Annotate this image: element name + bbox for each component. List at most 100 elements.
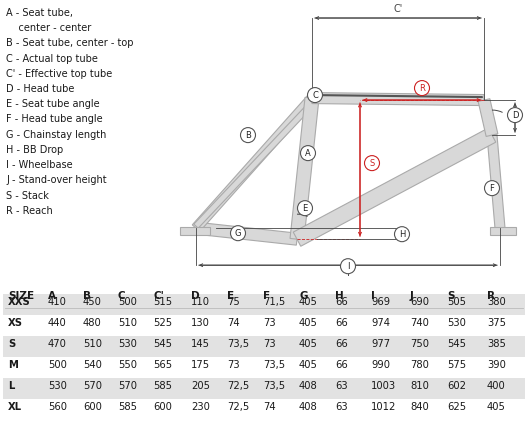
Text: C: C [118, 291, 126, 301]
Circle shape [300, 145, 316, 161]
Text: F - Head tube angle: F - Head tube angle [6, 115, 102, 124]
Text: C: C [312, 91, 318, 99]
Text: 66: 66 [335, 360, 348, 370]
Text: 525: 525 [153, 318, 172, 328]
Text: 470: 470 [48, 339, 67, 349]
Text: A: A [305, 149, 311, 157]
Text: 73,5: 73,5 [263, 381, 285, 391]
Polygon shape [290, 97, 319, 240]
Text: 450: 450 [83, 297, 102, 307]
Text: D: D [512, 111, 518, 120]
Text: 750: 750 [410, 339, 429, 349]
Text: 545: 545 [447, 339, 466, 349]
Text: I: I [371, 291, 375, 301]
Circle shape [414, 81, 429, 95]
Text: M: M [8, 360, 18, 370]
Text: 408: 408 [299, 402, 318, 412]
Polygon shape [194, 93, 322, 228]
Text: 74: 74 [263, 402, 276, 412]
Text: XS: XS [8, 318, 23, 328]
Text: 510: 510 [118, 318, 137, 328]
Text: 145: 145 [191, 339, 210, 349]
Text: SIZE: SIZE [8, 291, 34, 301]
Text: 72,5: 72,5 [227, 402, 249, 412]
Text: G: G [235, 229, 241, 238]
Text: I: I [347, 262, 349, 271]
Text: 73,5: 73,5 [263, 360, 285, 370]
Text: B: B [83, 291, 91, 301]
Text: 690: 690 [410, 297, 429, 307]
Text: 380: 380 [487, 297, 506, 307]
Text: XXS: XXS [8, 297, 31, 307]
Text: A: A [48, 291, 56, 301]
Text: J - Stand-over height: J - Stand-over height [6, 175, 107, 186]
Text: 602: 602 [447, 381, 466, 391]
Text: I: I [346, 268, 350, 278]
Text: 230: 230 [191, 402, 210, 412]
Polygon shape [490, 227, 516, 235]
Text: 969: 969 [371, 297, 390, 307]
Text: F: F [263, 291, 270, 301]
Text: H: H [399, 230, 405, 239]
Text: 480: 480 [83, 318, 102, 328]
Text: 565: 565 [153, 360, 172, 370]
Text: S - Stack: S - Stack [6, 190, 49, 201]
Text: 530: 530 [48, 381, 67, 391]
Text: 385: 385 [487, 339, 506, 349]
Text: 400: 400 [487, 381, 506, 391]
Text: G: G [299, 291, 307, 301]
Text: 375: 375 [487, 318, 506, 328]
Text: 600: 600 [83, 402, 102, 412]
Text: 740: 740 [410, 318, 429, 328]
Text: 977: 977 [371, 339, 390, 349]
Text: 990: 990 [371, 360, 390, 370]
Text: R: R [487, 291, 495, 301]
Text: 73: 73 [227, 360, 240, 370]
Text: F: F [489, 184, 494, 193]
Text: S: S [447, 291, 455, 301]
Polygon shape [192, 95, 316, 231]
Text: C': C' [393, 4, 403, 14]
Text: S: S [370, 159, 375, 168]
Bar [3, 336, 525, 357]
Text: 560: 560 [48, 402, 67, 412]
Text: XL: XL [8, 402, 22, 412]
Text: 405: 405 [299, 297, 318, 307]
Text: 205: 205 [191, 381, 210, 391]
Text: 530: 530 [118, 339, 137, 349]
Text: C': C' [153, 291, 164, 301]
Polygon shape [478, 99, 498, 136]
Text: 405: 405 [299, 360, 318, 370]
Text: 405: 405 [299, 318, 318, 328]
Bar [3, 378, 525, 399]
Text: J: J [410, 291, 414, 301]
Text: center - center: center - center [6, 23, 91, 33]
Text: 72,5: 72,5 [227, 381, 249, 391]
Circle shape [231, 226, 246, 241]
Polygon shape [312, 93, 484, 106]
Text: 66: 66 [335, 318, 348, 328]
Text: I - Wheelbase: I - Wheelbase [6, 160, 73, 170]
Circle shape [341, 259, 355, 274]
Polygon shape [293, 128, 496, 246]
Text: 625: 625 [447, 402, 466, 412]
Text: 545: 545 [153, 339, 172, 349]
Text: 550: 550 [118, 360, 137, 370]
Text: L: L [8, 381, 14, 391]
Text: 515: 515 [153, 297, 172, 307]
Text: 74: 74 [227, 318, 240, 328]
Text: 500: 500 [118, 297, 137, 307]
Text: 410: 410 [48, 297, 67, 307]
Text: 110: 110 [191, 297, 210, 307]
Text: 390: 390 [487, 360, 506, 370]
Text: 585: 585 [118, 402, 137, 412]
Text: 540: 540 [83, 360, 102, 370]
Circle shape [364, 156, 380, 171]
Circle shape [507, 107, 523, 123]
Text: E: E [227, 291, 234, 301]
Polygon shape [195, 222, 298, 245]
Text: C' - Effective top tube: C' - Effective top tube [6, 69, 112, 79]
Text: 130: 130 [191, 318, 210, 328]
Text: 585: 585 [153, 381, 172, 391]
Polygon shape [487, 135, 505, 229]
